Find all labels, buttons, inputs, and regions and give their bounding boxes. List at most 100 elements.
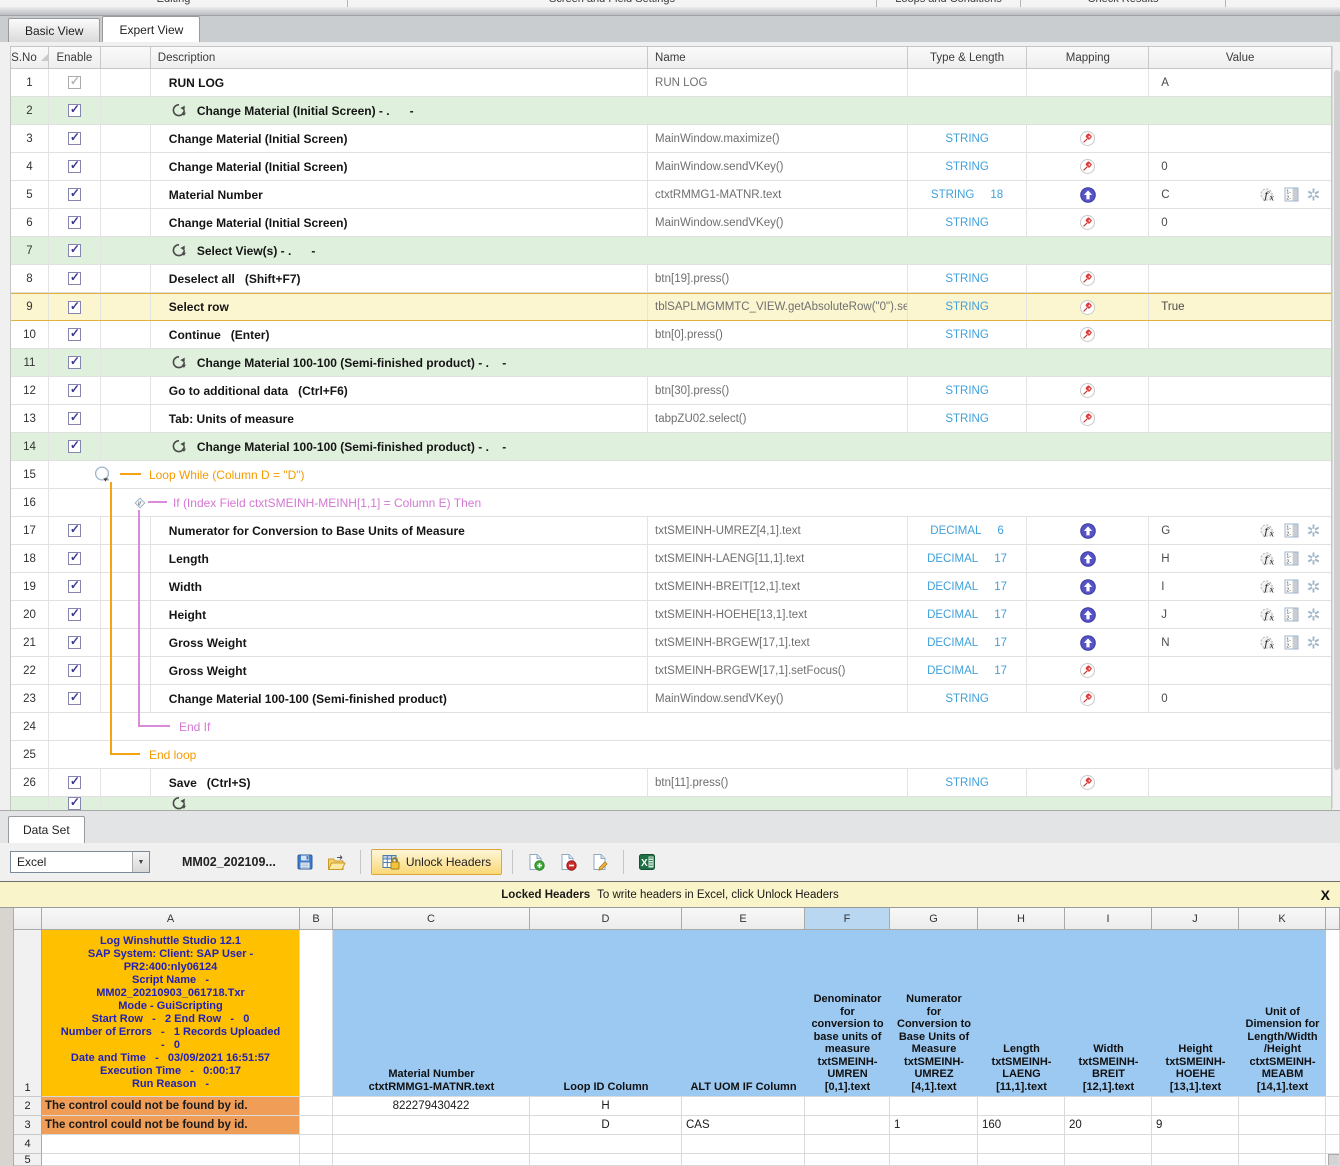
- value-cell[interactable]: [1149, 657, 1331, 684]
- value-cell[interactable]: [1149, 265, 1331, 292]
- asterisk-icon[interactable]: [1306, 635, 1321, 650]
- script-row[interactable]: 26 Save (Ctrl+S) btn[11].press() STRING: [11, 769, 1331, 797]
- grid-cell-I4[interactable]: [1065, 1135, 1152, 1154]
- grid-corner-cell[interactable]: [14, 908, 42, 930]
- enable-checkbox[interactable]: [67, 578, 81, 593]
- data-source-select[interactable]: Excel ▼: [10, 851, 150, 873]
- script-row[interactable]: 23 Change Material 100-100 (Semi-finished…: [11, 685, 1331, 713]
- column-header[interactable]: Name: [648, 47, 908, 68]
- script-row[interactable]: 4 Change Material (Initial Screen) MainWin…: [11, 153, 1331, 181]
- pin-icon[interactable]: [1080, 131, 1096, 146]
- grid-col-header-B[interactable]: B: [300, 908, 333, 930]
- enable-checkbox[interactable]: [67, 326, 81, 341]
- script-row[interactable]: 21 Gross Weight txtSMEINH-BRGEW[17,1].text…: [11, 629, 1331, 657]
- enable-checkbox[interactable]: [67, 242, 81, 257]
- asterisk-icon[interactable]: [1306, 187, 1321, 202]
- grid-col-header-G[interactable]: G: [890, 908, 978, 930]
- enable-checkbox[interactable]: [67, 186, 81, 201]
- delete-row-button[interactable]: [555, 850, 581, 874]
- script-row[interactable]: 20 Height txtSMEINH-HOEHE[13,1].text DECIMA…: [11, 601, 1331, 629]
- grid-cell-H4[interactable]: [978, 1135, 1065, 1154]
- list-values-icon[interactable]: 1- 2-: [1284, 579, 1299, 594]
- pin-icon[interactable]: [1080, 159, 1096, 174]
- pin-icon[interactable]: [1080, 411, 1096, 426]
- value-cell[interactable]: [1149, 125, 1331, 152]
- pin-icon[interactable]: [1080, 691, 1096, 706]
- mapping-up-icon[interactable]: [1080, 634, 1096, 651]
- grid-col-header-E[interactable]: E: [682, 908, 805, 930]
- asterisk-icon[interactable]: [1306, 551, 1321, 566]
- script-row[interactable]: 3 Change Material (Initial Screen) MainWin…: [11, 125, 1331, 153]
- grid-col-header-H[interactable]: H: [978, 908, 1065, 930]
- open-in-excel-button[interactable]: X: [634, 850, 660, 874]
- grid-cell-C5[interactable]: [333, 1154, 530, 1166]
- header-cell-J[interactable]: Height txtSMEINH- HOEHE [13,1].text: [1152, 930, 1239, 1097]
- grid-cell-I3[interactable]: 20: [1065, 1116, 1152, 1135]
- enable-checkbox[interactable]: [67, 797, 81, 810]
- header-cell-C[interactable]: Material Number ctxtRMMG1-MATNR.text: [333, 930, 530, 1097]
- list-values-icon[interactable]: 1- 2-: [1284, 523, 1299, 538]
- asterisk-icon[interactable]: [1306, 607, 1321, 622]
- enable-checkbox[interactable]: [67, 606, 81, 621]
- grid-cell-I2[interactable]: [1065, 1097, 1152, 1116]
- grid-cell-F2[interactable]: [805, 1097, 890, 1116]
- column-header[interactable]: Description: [151, 47, 649, 68]
- grid-cell-A5[interactable]: [42, 1154, 300, 1166]
- script-row[interactable]: 12 Go to additional data (Ctrl+F6) btn[30]…: [11, 377, 1331, 405]
- column-header[interactable]: Enable: [49, 47, 101, 68]
- enable-checkbox[interactable]: [67, 102, 81, 117]
- enable-checkbox[interactable]: [67, 354, 81, 369]
- script-row[interactable]: 17 Numerator for Conversion to Base Units…: [11, 517, 1331, 545]
- grid-cell-D5[interactable]: [530, 1154, 682, 1166]
- grid-cell-G3[interactable]: 1: [890, 1116, 978, 1135]
- grid-cell-J2[interactable]: [1152, 1097, 1239, 1116]
- enable-checkbox[interactable]: [67, 270, 81, 285]
- enable-checkbox[interactable]: [67, 74, 81, 89]
- script-row[interactable]: 11 Change Material 100-100 (Semi-finished…: [11, 349, 1331, 377]
- list-values-icon[interactable]: 1- 2-: [1284, 607, 1299, 622]
- grid-cell-D3[interactable]: D: [530, 1116, 682, 1135]
- pin-icon[interactable]: [1080, 215, 1096, 230]
- script-row[interactable]: 2 Change Material (Initial Screen) - . -: [11, 97, 1331, 125]
- grid-col-header-F[interactable]: F: [805, 908, 890, 930]
- grid-cell-J4[interactable]: [1152, 1135, 1239, 1154]
- grid-col-header-C[interactable]: C: [333, 908, 530, 930]
- grid-cell-B1[interactable]: [300, 930, 333, 1097]
- header-cell-D[interactable]: Loop ID Column: [530, 930, 682, 1097]
- enable-checkbox[interactable]: [67, 774, 81, 789]
- scrollbar-thumb[interactable]: [1334, 70, 1340, 770]
- enable-checkbox[interactable]: [67, 438, 81, 453]
- grid-cell-F5[interactable]: [805, 1154, 890, 1166]
- value-cell[interactable]: [1149, 321, 1331, 348]
- pin-icon[interactable]: [1080, 383, 1096, 398]
- chevron-down-icon[interactable]: ▼: [132, 852, 149, 872]
- value-cell[interactable]: True: [1149, 294, 1331, 320]
- grid-cell-G2[interactable]: [890, 1097, 978, 1116]
- grid-row-header[interactable]: 2: [14, 1097, 42, 1116]
- enable-checkbox[interactable]: [67, 522, 81, 537]
- grid-cell-E4[interactable]: [682, 1135, 805, 1154]
- grid-cell-K5[interactable]: [1239, 1154, 1326, 1166]
- column-header[interactable]: Type & Length: [908, 47, 1028, 68]
- script-row[interactable]: 7 Select View(s) - . -: [11, 237, 1331, 265]
- grid-col-header-A[interactable]: A: [42, 908, 300, 930]
- grid-cell-G5[interactable]: [890, 1154, 978, 1166]
- grid-cell-B4[interactable]: [300, 1135, 333, 1154]
- vertical-scrollbar[interactable]: [1332, 46, 1340, 808]
- script-row[interactable]: 25 End loop: [11, 741, 1331, 769]
- save-button[interactable]: [292, 850, 318, 874]
- log-cell[interactable]: Log Winshuttle Studio 12.1 SAP System: C…: [42, 930, 300, 1097]
- script-row[interactable]: 22 Gross Weight txtSMEINH-BRGEW[17,1].setF…: [11, 657, 1331, 685]
- grid-cell-H3[interactable]: 160: [978, 1116, 1065, 1135]
- grid-cell-I5[interactable]: [1065, 1154, 1152, 1166]
- grid-cell-C4[interactable]: [333, 1135, 530, 1154]
- script-row[interactable]: 19 Width txtSMEINH-BREIT[12,1].text DECIMAL…: [11, 573, 1331, 601]
- grid-cell-J3[interactable]: 9: [1152, 1116, 1239, 1135]
- list-values-icon[interactable]: 1- 2-: [1284, 187, 1299, 202]
